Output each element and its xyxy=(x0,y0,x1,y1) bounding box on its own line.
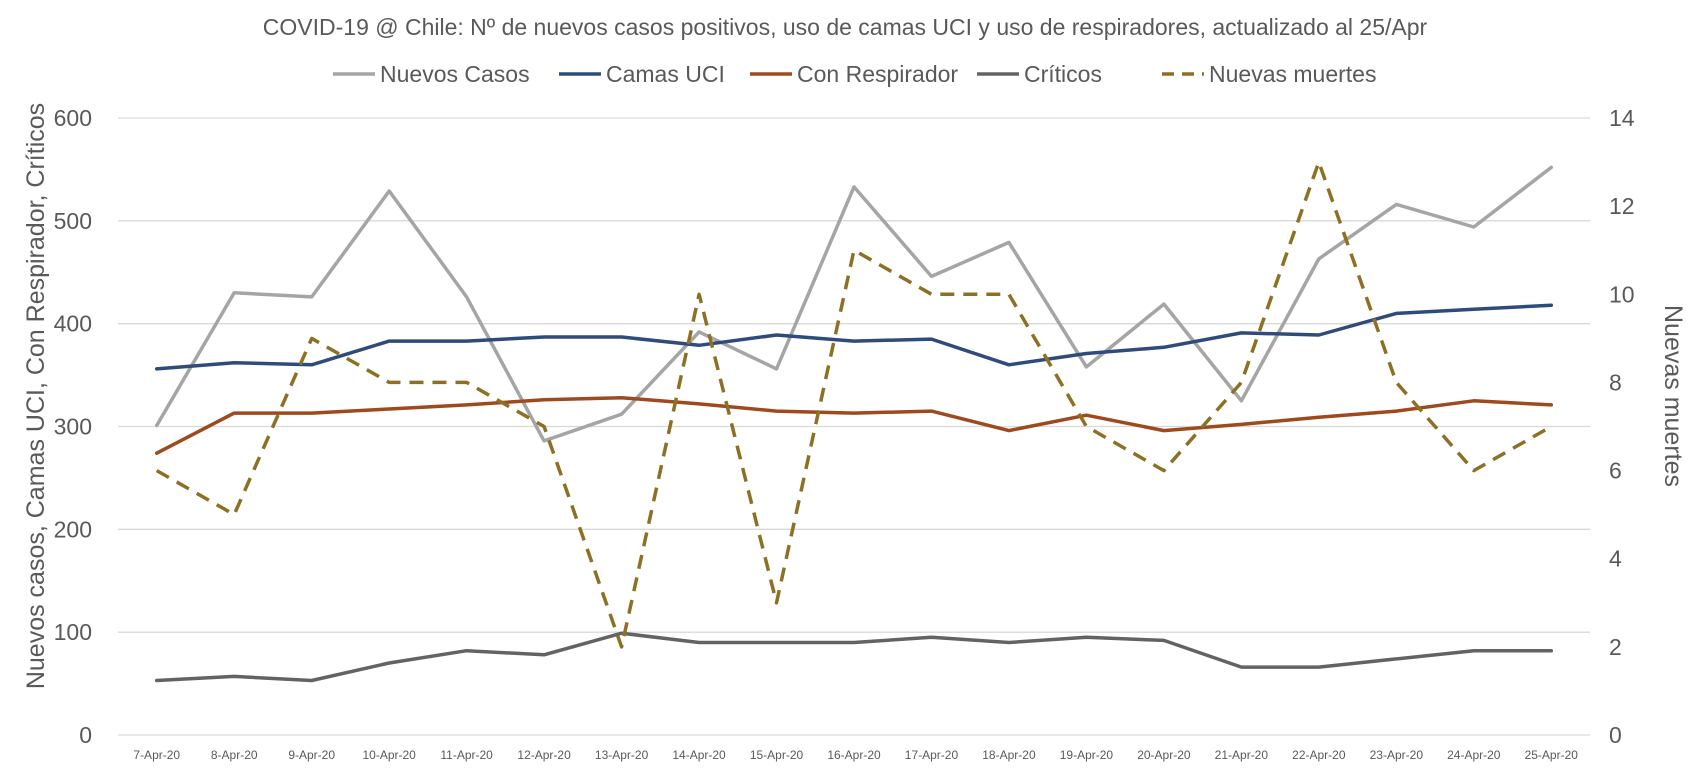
x-tick-label: 19-Apr-20 xyxy=(1060,748,1114,762)
y-right-tick-label: 4 xyxy=(1609,546,1622,572)
legend-item: Nuevos Casos xyxy=(333,61,530,87)
y-left-tick-label: 100 xyxy=(54,619,92,645)
y-left-tick-label: 300 xyxy=(54,414,92,440)
legend: Nuevos Casos Camas UCI Con Respirador Críti… xyxy=(333,61,1376,87)
legend-label: Nuevas muertes xyxy=(1209,61,1376,87)
x-tick-label: 17-Apr-20 xyxy=(905,748,959,762)
y-axis-left-label: Nuevos casos, Camas UCI, Con Respirador,… xyxy=(22,103,50,689)
legend-label: Camas UCI xyxy=(606,61,725,87)
x-tick-label: 24-Apr-20 xyxy=(1447,748,1501,762)
x-tick-label: 25-Apr-20 xyxy=(1525,748,1579,762)
x-tick-label: 16-Apr-20 xyxy=(827,748,881,762)
legend-label: Nuevos Casos xyxy=(380,61,530,87)
y-left-tick-label: 600 xyxy=(54,105,92,131)
y-left-tick-label: 400 xyxy=(54,311,92,337)
chart-title: COVID-19 @ Chile: Nº de nuevos casos pos… xyxy=(263,14,1428,40)
series-line-cr-ticos xyxy=(154,631,1554,683)
y-right-tick-label: 0 xyxy=(1609,722,1622,748)
y-right-tick-label: 2 xyxy=(1609,634,1622,660)
y-axis-left-ticks: 0 100 200 300 400 500 600 xyxy=(54,105,92,748)
x-tick-label: 9-Apr-20 xyxy=(288,748,335,762)
gridlines xyxy=(118,117,1590,736)
x-tick-label: 22-Apr-20 xyxy=(1292,748,1346,762)
x-tick-label: 7-Apr-20 xyxy=(133,748,180,762)
y-axis-right-ticks: 0 2 4 6 8 10 12 14 xyxy=(1609,105,1635,748)
y-left-tick-label: 0 xyxy=(79,722,92,748)
series-lines xyxy=(154,160,1554,683)
y-right-tick-label: 8 xyxy=(1609,369,1622,395)
y-right-tick-label: 6 xyxy=(1609,458,1622,484)
x-tick-label: 10-Apr-20 xyxy=(362,748,416,762)
x-tick-label: 11-Apr-20 xyxy=(440,748,493,762)
y-left-tick-label: 200 xyxy=(54,516,92,542)
series-line-nuevas-muertes xyxy=(155,160,1553,649)
legend-item: Críticos xyxy=(977,61,1102,87)
y-right-tick-label: 10 xyxy=(1609,281,1635,307)
legend-label: Con Respirador xyxy=(797,61,958,87)
series-line-nuevos-casos xyxy=(154,165,1554,443)
series-line-camas-uci xyxy=(154,303,1554,371)
x-tick-label: 8-Apr-20 xyxy=(211,748,258,762)
y-right-tick-label: 14 xyxy=(1609,105,1635,131)
x-tick-label: 14-Apr-20 xyxy=(672,748,726,762)
legend-item: Con Respirador xyxy=(750,61,958,87)
y-right-tick-label: 12 xyxy=(1609,193,1635,219)
series-line-con-respirador xyxy=(154,395,1554,455)
legend-label: Críticos xyxy=(1024,61,1102,87)
x-axis-ticks: 7-Apr-20 8-Apr-20 9-Apr-20 10-Apr-20 11-Apr-… xyxy=(133,748,1578,762)
x-tick-label: 13-Apr-20 xyxy=(595,748,649,762)
x-tick-label: 23-Apr-20 xyxy=(1370,748,1424,762)
x-tick-label: 15-Apr-20 xyxy=(750,748,804,762)
x-tick-label: 18-Apr-20 xyxy=(982,748,1036,762)
x-tick-label: 21-Apr-20 xyxy=(1215,748,1269,762)
legend-item: Nuevas muertes xyxy=(1162,61,1376,87)
y-left-tick-label: 500 xyxy=(54,208,92,234)
y-axis-right-label: Nuevas muertes xyxy=(1659,305,1687,487)
x-tick-label: 20-Apr-20 xyxy=(1137,748,1191,762)
legend-item: Camas UCI xyxy=(559,61,725,87)
x-tick-label: 12-Apr-20 xyxy=(517,748,571,762)
